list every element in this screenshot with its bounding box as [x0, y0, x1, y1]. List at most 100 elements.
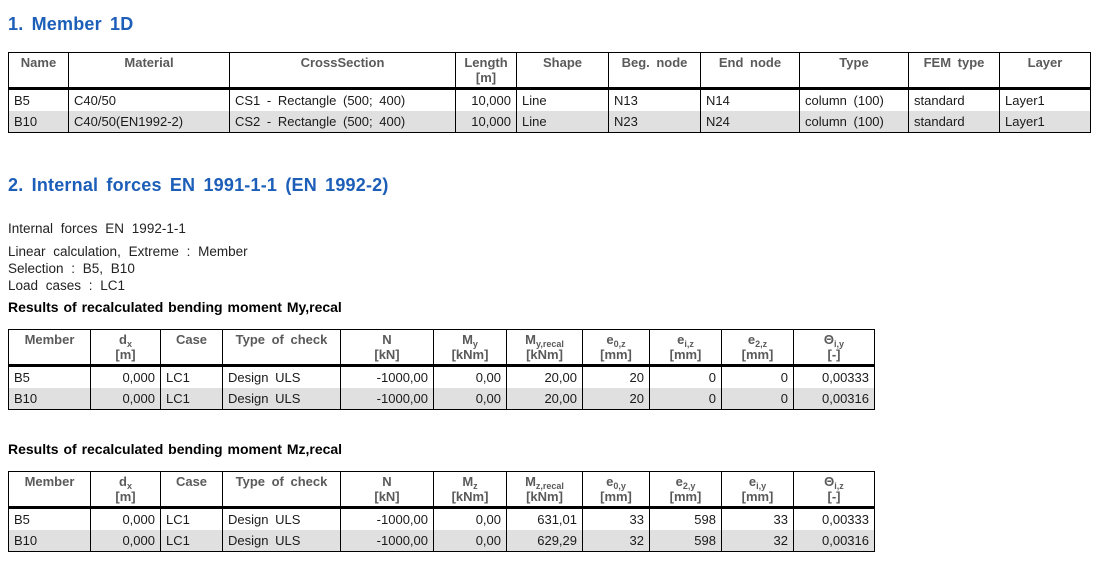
header-row: Name Material CrossSection Length [m] Shap… [8, 52, 1091, 90]
table-cell: CS2 - Rectangle (500; 400) [229, 111, 456, 133]
table-row: B5 0,000 LC1 Design ULS -1000,00 0,00 631,01 33… [8, 507, 875, 530]
column-header: e0,z [mm] [582, 329, 650, 367]
table-cell: 0,000 [90, 365, 161, 388]
table-cell: 0,00 [433, 388, 507, 410]
column-header: Member [8, 471, 91, 509]
table-cell: B5 [8, 88, 69, 111]
column-header: My,recal [kNm] [506, 329, 583, 367]
table-cell: LC1 [160, 365, 223, 388]
table-cell: 0,000 [90, 507, 161, 530]
column-header: ei,z [mm] [649, 329, 722, 367]
table-cell: 0,00333 [793, 507, 875, 530]
table-cell: C40/50 [68, 88, 230, 111]
table-cell: Design ULS [222, 507, 341, 530]
table-cell: Line [516, 111, 609, 133]
table-cell: 598 [649, 507, 722, 530]
table-cell: 32 [582, 530, 650, 552]
table-cell: LC1 [160, 530, 223, 552]
report-info-block: Internal forces EN 1992-1-1 Linear calcu… [8, 220, 1096, 294]
column-header: Layer [999, 52, 1091, 90]
table-cell: 0,00 [433, 507, 507, 530]
header-row: Member dx [m] Case Type of check N [kN] Mz [k… [8, 471, 875, 509]
column-header: e2,z [mm] [721, 329, 794, 367]
table-row: B10 0,000 LC1 Design ULS -1000,00 0,00 629,29 3… [8, 530, 875, 552]
table-cell: 20,00 [506, 365, 583, 388]
table-cell: Design ULS [222, 365, 341, 388]
table-cell: CS1 - Rectangle (500; 400) [229, 88, 456, 111]
table-cell: 598 [649, 530, 722, 552]
table-cell: N23 [608, 111, 701, 133]
table-cell: standard [908, 111, 1000, 133]
table-cell: Layer1 [999, 88, 1091, 111]
column-header: My [kNm] [433, 329, 507, 367]
table-cell: Layer1 [999, 111, 1091, 133]
info-line-load-cases: Load cases : LC1 [8, 278, 126, 293]
table-cell: 629,29 [506, 530, 583, 552]
table-cell: 631,01 [506, 507, 583, 530]
table-cell: 0,00 [433, 365, 507, 388]
table-cell: 10,000 [455, 111, 517, 133]
table-cell: 0,00 [433, 530, 507, 552]
table-cell: 0,00333 [793, 365, 875, 388]
table-cell: -1000,00 [340, 388, 434, 410]
column-header: Name [8, 52, 69, 90]
table-row: B10 C40/50(EN1992-2) CS2 - Rectangle (500;… [8, 111, 1091, 133]
table-cell: B10 [8, 530, 91, 552]
table-cell: 0 [649, 388, 722, 410]
table-cell: column (100) [799, 88, 909, 111]
table-cell: B10 [8, 388, 91, 410]
column-header: Material [68, 52, 230, 90]
table-cell: 0,000 [90, 530, 161, 552]
table-cell: 32 [721, 530, 794, 552]
column-header: ei,y [mm] [721, 471, 794, 509]
table-cell: Design ULS [222, 388, 341, 410]
my-recal-table: Member dx [m] Case Type of check N [kN] My [k… [8, 329, 875, 410]
column-header: Length [m] [455, 52, 517, 90]
table-cell: 0,00316 [793, 388, 875, 410]
table-cell: LC1 [160, 507, 223, 530]
column-header: Member [8, 329, 91, 367]
table-cell: 0,000 [90, 388, 161, 410]
column-header: Shape [516, 52, 609, 90]
column-header: Θi,y [-] [793, 329, 875, 367]
column-header: Type of check [222, 471, 341, 509]
table-row: B10 0,000 LC1 Design ULS -1000,00 0,00 20,00 20… [8, 388, 875, 410]
column-header: e2,y [mm] [649, 471, 722, 509]
column-header: N [kN] [340, 471, 434, 509]
table-cell: B5 [8, 507, 91, 530]
column-header: Beg. node [608, 52, 701, 90]
table-cell: 0,00316 [793, 530, 875, 552]
table-row: B5 C40/50 CS1 - Rectangle (500; 400) 10,000… [8, 88, 1091, 111]
info-line-forces: Internal forces EN 1992-1-1 [8, 221, 186, 236]
table-cell: N24 [700, 111, 800, 133]
column-header: N [kN] [340, 329, 434, 367]
column-header: FEM type [908, 52, 1000, 90]
column-header: Case [160, 471, 223, 509]
table-cell: B10 [8, 111, 69, 133]
table-cell: -1000,00 [340, 530, 434, 552]
table-cell: N14 [700, 88, 800, 111]
my-recal-subtitle: Results of recalculated bending moment M… [8, 299, 342, 315]
mz-recal-subtitle: Results of recalculated bending moment M… [8, 441, 343, 457]
table-cell: 20 [582, 388, 650, 410]
table-cell: C40/50(EN1992-2) [68, 111, 230, 133]
table-cell: standard [908, 88, 1000, 111]
table-cell: 0 [721, 388, 794, 410]
table-cell: -1000,00 [340, 365, 434, 388]
column-header: dx [m] [90, 329, 161, 367]
table-cell: 10,000 [455, 88, 517, 111]
table-cell: 33 [582, 507, 650, 530]
section-2-heading: 2. Internal forces EN 1991-1-1 (EN 1992-… [8, 175, 389, 195]
table-cell: column (100) [799, 111, 909, 133]
member-1d-table: Name Material CrossSection Length [m] Shap… [8, 52, 1091, 133]
table-cell: 0 [721, 365, 794, 388]
column-header: e0,y [mm] [582, 471, 650, 509]
table-cell: 0 [649, 365, 722, 388]
column-header: Mz [kNm] [433, 471, 507, 509]
column-header: Mz,recal [kNm] [506, 471, 583, 509]
table-cell: -1000,00 [340, 507, 434, 530]
table-cell: 20,00 [506, 388, 583, 410]
column-header: CrossSection [229, 52, 456, 90]
table-cell: Line [516, 88, 609, 111]
